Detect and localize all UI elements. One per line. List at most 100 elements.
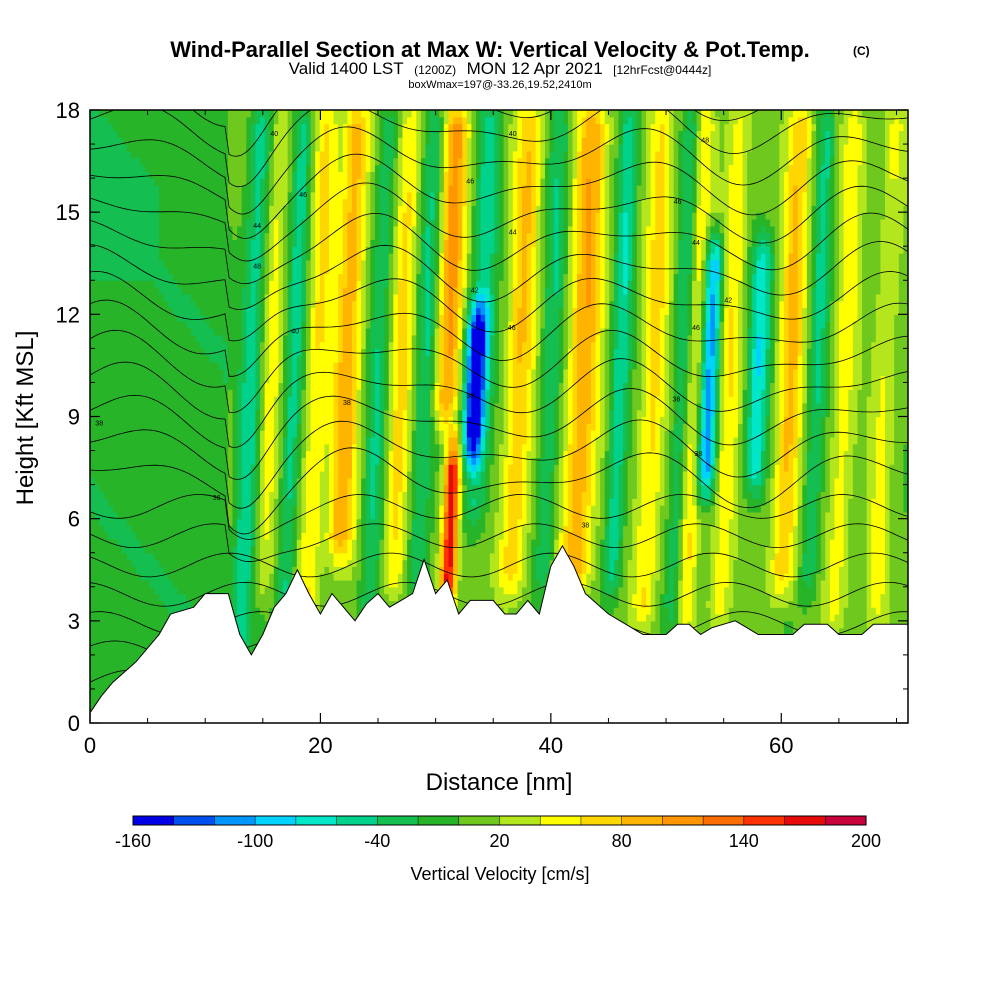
velocity-cell — [384, 477, 390, 486]
velocity-cell — [439, 409, 454, 418]
velocity-cell — [728, 566, 734, 574]
velocity-cell — [278, 348, 284, 356]
velocity-cell — [296, 396, 302, 404]
velocity-cell — [512, 389, 528, 397]
velocity-cell — [526, 498, 532, 506]
velocity-cell — [384, 382, 390, 390]
velocity-cell — [457, 491, 463, 499]
velocity-cell — [733, 491, 739, 499]
velocity-cell — [517, 327, 528, 336]
velocity-cell — [816, 539, 822, 547]
velocity-cell — [889, 593, 908, 601]
velocity-cell — [885, 470, 891, 479]
velocity-cell — [388, 375, 394, 384]
velocity-cell — [590, 586, 601, 595]
velocity-cell — [875, 416, 886, 424]
velocity-cell — [650, 389, 661, 397]
velocity-cell — [112, 505, 229, 513]
velocity-cell — [411, 518, 427, 527]
velocity-cell — [894, 341, 908, 349]
velocity-cell — [696, 477, 702, 486]
velocity-cell — [816, 355, 822, 363]
velocity-cell — [903, 450, 908, 458]
velocity-cell — [572, 525, 583, 533]
velocity-cell — [351, 321, 358, 329]
velocity-cell — [315, 341, 321, 349]
velocity-cell — [673, 334, 679, 343]
velocity-cell — [760, 402, 767, 411]
velocity-cell — [682, 545, 689, 554]
velocity-cell — [696, 579, 711, 588]
velocity-cell — [843, 457, 854, 465]
velocity-cell — [531, 409, 537, 418]
velocity-cell — [508, 505, 523, 513]
velocity-cell — [338, 334, 344, 343]
velocity-cell — [489, 579, 500, 588]
velocity-cell — [802, 532, 808, 540]
velocity-cell — [742, 375, 748, 384]
velocity-cell — [287, 341, 293, 349]
velocity-cell — [577, 416, 592, 424]
velocity-cell — [283, 382, 289, 390]
velocity-cell — [301, 375, 307, 384]
velocity-cell — [728, 614, 822, 622]
velocity-cell — [292, 470, 298, 479]
velocity-cell — [659, 368, 666, 377]
velocity-cell — [834, 430, 840, 438]
velocity-cell — [839, 457, 845, 465]
velocity-cell — [646, 348, 652, 356]
velocity-cell — [783, 443, 790, 452]
velocity-cell — [319, 505, 330, 513]
velocity-cell — [829, 450, 840, 458]
velocity-cell — [554, 505, 560, 513]
velocity-cell — [305, 396, 312, 404]
velocity-cell — [710, 593, 716, 601]
velocity-cell — [770, 402, 776, 411]
velocity-cell — [816, 518, 822, 527]
velocity-cell — [618, 327, 629, 336]
velocity-cell — [393, 518, 399, 527]
velocity-cell — [416, 491, 431, 499]
velocity-cell — [577, 362, 592, 370]
velocity-cell — [816, 552, 822, 561]
velocity-cell — [710, 614, 730, 622]
velocity-cell — [305, 402, 312, 411]
velocity-cell — [333, 518, 348, 527]
velocity-cell — [751, 402, 762, 411]
velocity-cell — [544, 409, 555, 418]
velocity-cell — [397, 382, 408, 390]
velocity-cell — [462, 457, 468, 465]
velocity-cell — [430, 368, 436, 377]
velocity-cell — [692, 593, 698, 601]
velocity-cell — [577, 382, 592, 390]
velocity-cell — [283, 477, 289, 486]
velocity-cell — [751, 450, 762, 458]
velocity-cell — [816, 559, 822, 567]
velocity-cell — [728, 539, 739, 547]
velocity-cell — [512, 409, 528, 418]
velocity-cell — [90, 470, 229, 479]
velocity-cell — [692, 368, 698, 377]
velocity-cell — [696, 525, 702, 533]
velocity-cell — [526, 423, 532, 431]
velocity-cell — [246, 600, 252, 608]
velocity-cell — [301, 382, 307, 390]
velocity-cell — [834, 396, 840, 404]
velocity-cell — [839, 470, 845, 479]
velocity-cell — [816, 532, 822, 540]
velocity-cell — [751, 314, 757, 322]
velocity-cell — [531, 470, 537, 479]
velocity-cell — [374, 477, 381, 486]
velocity-cell — [384, 484, 390, 493]
velocity-cell — [646, 586, 652, 595]
velocity-cell — [388, 566, 404, 574]
velocity-cell — [705, 382, 711, 390]
velocity-cell — [430, 566, 436, 574]
velocity-cell — [328, 505, 335, 513]
velocity-cell — [544, 450, 555, 458]
velocity-cell — [273, 505, 280, 513]
velocity-cell — [825, 559, 831, 567]
velocity-cell — [880, 396, 886, 404]
velocity-cell — [609, 375, 615, 384]
velocity-cell — [448, 484, 454, 493]
